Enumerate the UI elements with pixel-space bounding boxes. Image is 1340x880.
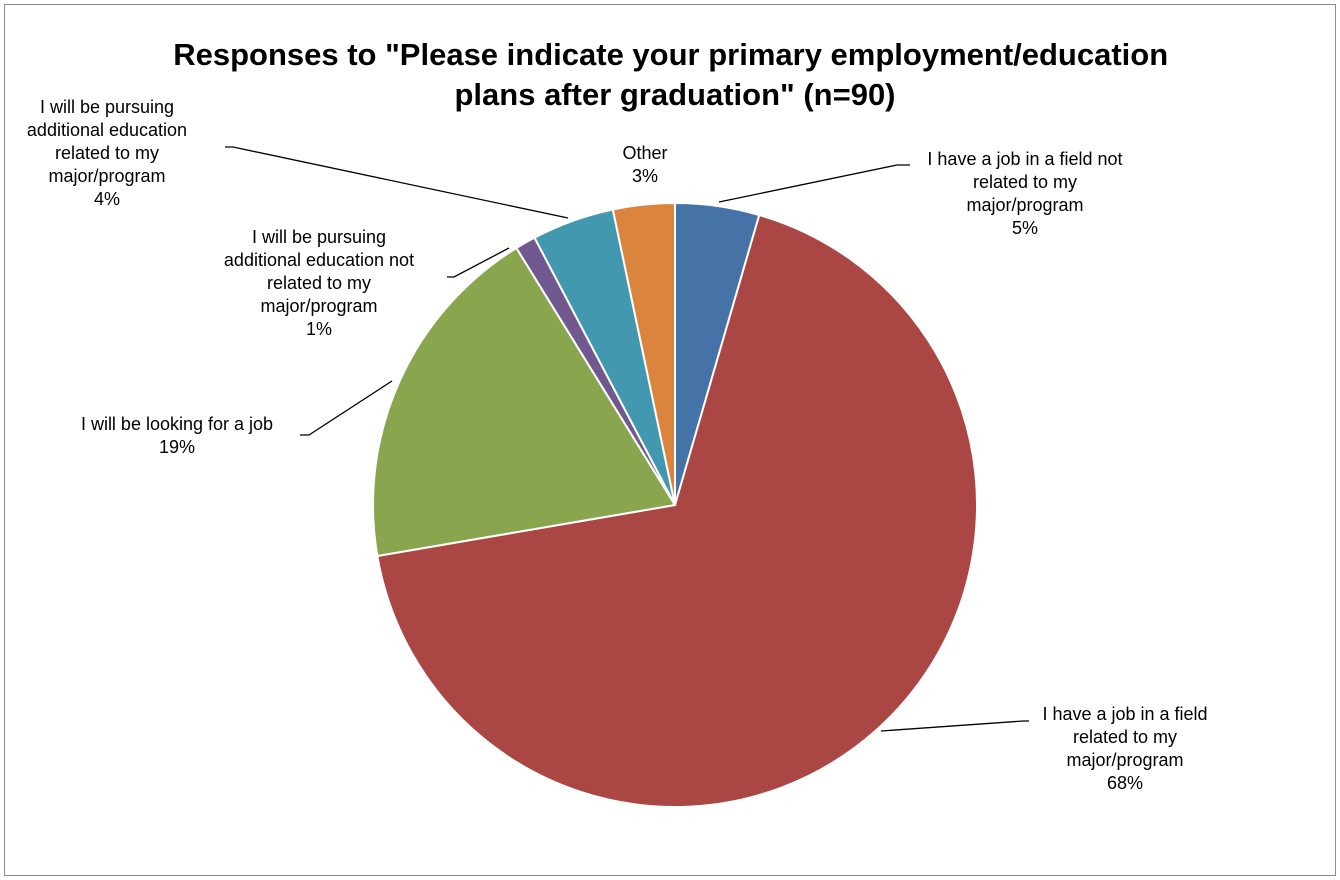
slice-data-label: I will be looking for a job 19%	[81, 414, 273, 457]
slice-category-label: related to my	[1073, 727, 1177, 747]
slice-category-label: related to my	[267, 273, 371, 293]
chart-title-line-2: plans after graduation" (n=90)	[454, 77, 895, 112]
slice-category-label: major/program	[48, 166, 165, 186]
slice-data-label: I have a job in a field not related to my…	[927, 149, 1122, 238]
slice-category-label: I will be looking for a job	[81, 414, 273, 434]
slice-category-label: I will be pursuing	[252, 227, 386, 247]
slice-percent-label: 68%	[1107, 773, 1143, 793]
chart-area: Responses to "Please indicate your prima…	[4, 4, 1336, 876]
leader-line	[447, 247, 510, 278]
leader-lines	[225, 146, 1029, 732]
slice-percent-label: 4%	[94, 189, 120, 209]
slice-category-label: major/program	[260, 296, 377, 316]
pie-slices	[372, 201, 979, 808]
pie-slice	[611, 201, 676, 506]
pie-slice	[376, 213, 979, 808]
slice-category-label: major/program	[966, 195, 1083, 215]
slice-category-label: Other	[622, 143, 667, 163]
chart-title-line-1: Responses to "Please indicate your prima…	[173, 37, 1168, 72]
pie-chart: Responses to "Please indicate your prima…	[27, 37, 1208, 808]
slice-data-label: I will be pursuing additional education n…	[224, 227, 414, 339]
leader-line	[718, 164, 910, 203]
leader-line	[880, 720, 1029, 732]
slice-category-label: related to my	[973, 172, 1077, 192]
slice-data-label: I have a job in a field related to my majo…	[1042, 704, 1207, 793]
slice-percent-label: 5%	[1012, 218, 1038, 238]
slice-category-label: major/program	[1066, 750, 1183, 770]
pie-slice	[372, 246, 677, 558]
leader-line	[300, 380, 393, 436]
chart-title: Responses to "Please indicate your prima…	[173, 37, 1177, 112]
slice-category-label: related to my	[55, 143, 159, 163]
slice-data-label: I will be pursuing additional education re…	[27, 97, 187, 209]
data-labels: I have a job in a field not related to my…	[27, 97, 1208, 793]
slice-percent-label: 3%	[632, 166, 658, 186]
slice-percent-label: 19%	[159, 437, 195, 457]
slice-category-label: additional education not	[224, 250, 414, 270]
slice-category-label: I will be pursuing	[40, 97, 174, 117]
slice-category-label: I have a job in a field not	[927, 149, 1122, 169]
slice-category-label: additional education	[27, 120, 187, 140]
slice-category-label: I have a job in a field	[1042, 704, 1207, 724]
leader-line	[225, 146, 569, 219]
slice-data-label: Other 3%	[622, 143, 667, 186]
slice-percent-label: 1%	[306, 319, 332, 339]
